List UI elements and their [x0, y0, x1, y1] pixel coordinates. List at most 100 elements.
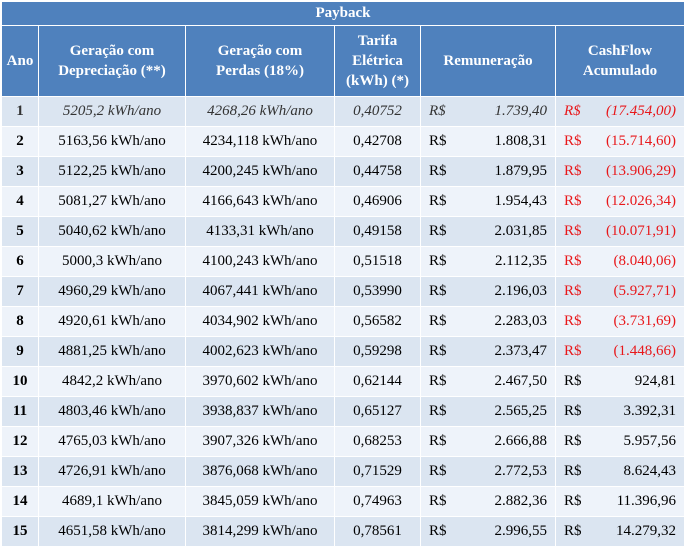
- cell-cashflow: R$ (13.906,29): [554, 156, 685, 187]
- cell-cashflow: R$ (10.071,91): [554, 216, 685, 247]
- currency-label: R$: [429, 133, 447, 149]
- cashflow-value: 5.957,56: [623, 433, 677, 449]
- remuneracao-value: 1.879,95: [494, 163, 548, 179]
- cell-cashflow: R$ 924,81: [554, 366, 685, 397]
- header-cashflow: CashFlow Acumulado: [554, 25, 685, 97]
- table-row: 14 4689,1 kWh/ano 3845,059 kWh/ano 0,74963 R…: [1, 486, 685, 517]
- header-tarifa: Tarifa Elétrica (kWh) (*): [334, 25, 421, 97]
- cell-remuneracao: R$ 2.196,03: [420, 276, 556, 307]
- cell-geracao-depreciacao: 4689,1 kWh/ano: [38, 486, 186, 517]
- currency-label: R$: [564, 253, 582, 269]
- cell-geracao-depreciacao: 4881,25 kWh/ano: [38, 336, 186, 367]
- cell-remuneracao: R$ 2.283,03: [420, 306, 556, 337]
- cell-cashflow: R$ (5.927,71): [554, 276, 685, 307]
- cell-ano: 9: [1, 336, 39, 367]
- cell-remuneracao: R$ 2.996,55: [420, 516, 556, 547]
- cell-cashflow: R$ (1.448,66): [554, 336, 685, 367]
- cell-ano: 8: [1, 306, 39, 337]
- remuneracao-value: 2.882,36: [494, 493, 548, 509]
- currency-label: R$: [429, 493, 447, 509]
- cell-tarifa: 0,65127: [334, 396, 421, 427]
- cell-tarifa: 0,78561: [334, 516, 421, 547]
- cashflow-value: 3.392,31: [623, 403, 677, 419]
- cell-tarifa: 0,62144: [334, 366, 421, 397]
- cashflow-value: (12.026,34): [606, 193, 677, 209]
- remuneracao-value: 2.996,55: [494, 523, 548, 539]
- cell-geracao-perdas: 4067,441 kWh/ano: [185, 276, 335, 307]
- cell-ano: 3: [1, 156, 39, 187]
- currency-label: R$: [564, 463, 582, 479]
- cell-ano: 2: [1, 126, 39, 157]
- cell-geracao-perdas: 4234,118 kWh/ano: [185, 126, 335, 157]
- table-row: 10 4842,2 kWh/ano 3970,602 kWh/ano 0,62144 R…: [1, 366, 685, 397]
- currency-label: R$: [564, 433, 582, 449]
- cell-cashflow: R$ (15.714,60): [554, 126, 685, 157]
- remuneracao-value: 2.112,35: [495, 253, 547, 269]
- currency-label: R$: [564, 283, 582, 299]
- cashflow-value: (1.448,66): [613, 343, 677, 359]
- cell-tarifa: 0,51518: [334, 246, 421, 277]
- cell-remuneracao: R$ 1.808,31: [420, 126, 556, 157]
- currency-label: R$: [564, 523, 582, 539]
- cashflow-value: (17.454,00): [606, 103, 677, 119]
- cell-geracao-depreciacao: 4803,46 kWh/ano: [38, 396, 186, 427]
- cell-remuneracao: R$ 2.666,88: [420, 426, 556, 457]
- cell-geracao-perdas: 4002,623 kWh/ano: [185, 336, 335, 367]
- table-row: 9 4881,25 kWh/ano 4002,623 kWh/ano 0,59298 R…: [1, 336, 685, 367]
- cell-remuneracao: R$ 2.882,36: [420, 486, 556, 517]
- currency-label: R$: [429, 343, 447, 359]
- cell-cashflow: R$ 5.957,56: [554, 426, 685, 457]
- cell-tarifa: 0,56582: [334, 306, 421, 337]
- cell-tarifa: 0,71529: [334, 456, 421, 487]
- cell-remuneracao: R$ 1.879,95: [420, 156, 556, 187]
- cell-geracao-depreciacao: 5163,56 kWh/ano: [38, 126, 186, 157]
- table-row: 11 4803,46 kWh/ano 3938,837 kWh/ano 0,65127…: [1, 396, 685, 427]
- table-row: 4 5081,27 kWh/ano 4166,643 kWh/ano 0,46906 R…: [1, 186, 685, 217]
- currency-label: R$: [429, 433, 447, 449]
- currency-label: R$: [429, 163, 447, 179]
- cell-geracao-perdas: 3814,299 kWh/ano: [185, 516, 335, 547]
- currency-label: R$: [429, 283, 447, 299]
- cell-ano: 1: [1, 96, 39, 127]
- currency-label: R$: [429, 463, 447, 479]
- currency-label: R$: [429, 103, 446, 119]
- cell-geracao-perdas: 4133,31 kWh/ano: [185, 216, 335, 247]
- cell-geracao-perdas: 4166,643 kWh/ano: [185, 186, 335, 217]
- remuneracao-value: 1.739,40: [494, 103, 548, 119]
- cell-geracao-perdas: 3970,602 kWh/ano: [185, 366, 335, 397]
- remuneracao-value: 2.031,85: [494, 223, 548, 239]
- cell-remuneracao: R$ 1.739,40: [420, 96, 556, 127]
- remuneracao-value: 2.467,50: [494, 373, 548, 389]
- currency-label: R$: [564, 223, 582, 239]
- cell-ano: 15: [1, 516, 39, 547]
- cashflow-value: (3.731,69): [613, 313, 677, 329]
- cell-geracao-perdas: 3845,059 kWh/ano: [185, 486, 335, 517]
- remuneracao-value: 2.772,53: [494, 463, 548, 479]
- currency-label: R$: [564, 493, 582, 509]
- cell-geracao-perdas: 3876,068 kWh/ano: [185, 456, 335, 487]
- currency-label: R$: [429, 403, 447, 419]
- cashflow-value: 924,81: [634, 373, 677, 389]
- remuneracao-value: 2.283,03: [494, 313, 548, 329]
- cell-tarifa: 0,40752: [334, 96, 421, 127]
- cell-geracao-perdas: 3938,837 kWh/ano: [185, 396, 335, 427]
- currency-label: R$: [564, 343, 582, 359]
- cell-ano: 10: [1, 366, 39, 397]
- cashflow-value: (13.906,29): [606, 163, 677, 179]
- currency-label: R$: [564, 133, 582, 149]
- cell-geracao-depreciacao: 4920,61 kWh/ano: [38, 306, 186, 337]
- cashflow-value: (5.927,71): [613, 283, 677, 299]
- currency-label: R$: [429, 313, 447, 329]
- cell-geracao-perdas: 4268,26 kWh/ano: [185, 96, 335, 127]
- cell-ano: 12: [1, 426, 39, 457]
- remuneracao-value: 1.808,31: [494, 133, 548, 149]
- remuneracao-value: 2.373,47: [494, 343, 548, 359]
- cell-remuneracao: R$ 2.031,85: [420, 216, 556, 247]
- cell-geracao-perdas: 3907,326 kWh/ano: [185, 426, 335, 457]
- cell-geracao-perdas: 4100,243 kWh/ano: [185, 246, 335, 277]
- cell-geracao-depreciacao: 4842,2 kWh/ano: [38, 366, 186, 397]
- remuneracao-value: 1.954,43: [494, 193, 548, 209]
- cashflow-value: 11.396,96: [616, 493, 677, 509]
